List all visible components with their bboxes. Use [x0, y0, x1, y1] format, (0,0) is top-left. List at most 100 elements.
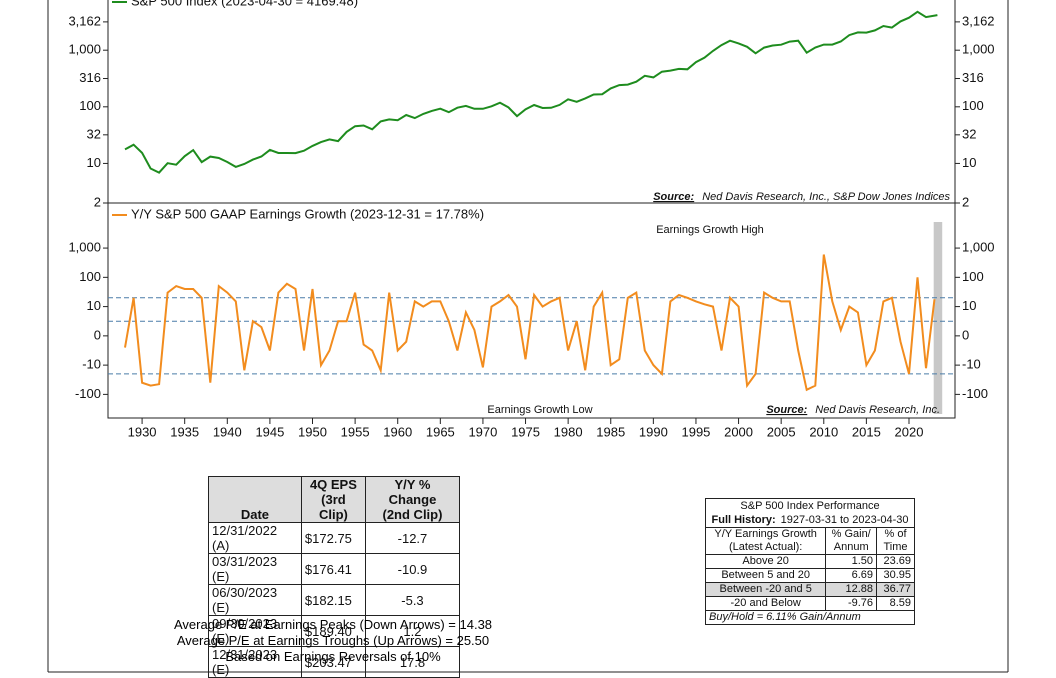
cell: Above 20 — [704, 554, 827, 569]
annotation: Earnings Growth High — [656, 224, 764, 236]
legend-label: Y/Y S&P 500 GAAP Earnings Growth (2023-1… — [131, 206, 484, 221]
y-tick-label: -100 — [962, 386, 988, 401]
source: Source: Ned Davis Research, Inc. — [766, 404, 940, 416]
x-tick-label: 1960 — [383, 424, 412, 439]
y-tick-label: 316 — [962, 70, 984, 85]
header-cell: Y/Y % Change (2nd Clip) — [364, 476, 461, 523]
cell: 30.95 — [876, 568, 915, 583]
y-tick-label: 3,162 — [68, 13, 101, 28]
x-tick-label: 1995 — [681, 424, 710, 439]
cell: 12/31/2022 (A) — [208, 522, 302, 554]
table-title: S&P 500 Index Performance — [740, 500, 880, 512]
x-tick-label: 1955 — [341, 424, 370, 439]
cell: Between -20 and 5 — [704, 582, 827, 597]
x-tick-label: 1970 — [468, 424, 497, 439]
source-label: Source: — [653, 191, 694, 203]
y-tick-label: 3,162 — [962, 13, 995, 28]
y-tick-label: 100 — [79, 98, 101, 113]
x-tick-label: 1975 — [511, 424, 540, 439]
history-range: 1927-03-31 to 2023-04-30 — [780, 514, 909, 526]
y-tick-label: 0 — [94, 327, 101, 342]
header-text: 4Q EPS — [309, 477, 357, 492]
y-tick-label: 10 — [962, 298, 976, 313]
plot-frame — [107, 0, 956, 204]
cell: $176.41 — [300, 553, 366, 585]
x-tick-label: 1965 — [426, 424, 455, 439]
header-cell: Date — [208, 476, 302, 523]
cell: -9.76 — [825, 596, 878, 611]
source-label: Source: — [766, 404, 807, 416]
y-tick-label: -10 — [82, 357, 101, 372]
cell: 12.88 — [825, 582, 878, 597]
y-tick-label: -10 — [962, 357, 981, 372]
cell: 1.50 — [825, 554, 878, 569]
y-tick-label: 1,000 — [68, 240, 101, 255]
row: 12/31/2023 (E) $203.47 17.8 — [208, 646, 461, 678]
annotation: Earnings Growth Low — [487, 404, 592, 416]
x-tick-label: 2010 — [809, 424, 838, 439]
source-text: Ned Davis Research, Inc., S&P Dow Jones … — [702, 191, 950, 203]
cell: Between 5 and 20 — [704, 568, 827, 583]
title-cell: S&P 500 Index Performance Full History: 19… — [705, 498, 915, 528]
y-tick-label: 1,000 — [68, 42, 101, 57]
row: Between 5 and 20 6.69 30.95 — [704, 568, 915, 583]
series-line — [124, 254, 936, 392]
header-text: Time — [883, 541, 908, 553]
y-tick-label: 316 — [79, 70, 101, 85]
cell: -5.3 — [364, 584, 461, 616]
header-row: Date 4Q EPS (3rd Clip) Y/Y % Change (2nd Cli… — [208, 476, 461, 523]
y-tick-label: 32 — [87, 126, 101, 141]
eps-table: Date 4Q EPS (3rd Clip) Y/Y % Change (2nd Cli… — [208, 476, 461, 678]
cell: 09/30/2023 (E) — [208, 615, 302, 647]
cell: $189.40 — [300, 615, 366, 647]
header-row: Y/Y Earnings Growth (Latest Actual):% Gai… — [704, 527, 915, 555]
y-tick-label: 10 — [962, 155, 976, 170]
cell: -12.7 — [364, 522, 461, 554]
cell: $203.47 — [300, 646, 366, 678]
header-text: Y/Y Earnings Growth — [714, 528, 817, 540]
history-label: Full History: — [711, 514, 776, 526]
header-text: Y/Y % Change — [388, 477, 437, 507]
cell: $172.75 — [300, 522, 366, 554]
x-tick-label: 1945 — [255, 424, 284, 439]
row: Above 20 1.50 23.69 — [704, 554, 915, 569]
y-tick-label: 10 — [87, 298, 101, 313]
note: Average P/E at Earnings Peaks (Down Arro… — [173, 617, 493, 632]
cell: $182.15 — [300, 584, 366, 616]
header-cell: % of Time — [876, 527, 915, 555]
x-tick-label: 2020 — [895, 424, 924, 439]
cell: 23.69 — [876, 554, 915, 569]
y-tick-label: 1,000 — [962, 240, 995, 255]
y-tick-label: -100 — [75, 386, 101, 401]
x-tick-label: 2015 — [852, 424, 881, 439]
cell: -10.9 — [364, 553, 461, 585]
header-text: Date — [240, 507, 270, 522]
footer-row: Buy/Hold = 6.11% Gain/Annum — [705, 610, 915, 625]
x-tick-label: 1940 — [213, 424, 242, 439]
y-tick-label: 10 — [87, 155, 101, 170]
header-text: (3rd Clip) — [318, 492, 348, 522]
header-text: (2nd Clip) — [382, 507, 443, 522]
plot-frame — [107, 202, 956, 419]
row: Between -20 and 5 12.88 36.77 — [704, 582, 915, 597]
y-tick-label: 0 — [962, 327, 969, 342]
y-tick-label: 100 — [962, 98, 984, 113]
footer-cell: Buy/Hold = 6.11% Gain/Annum — [705, 610, 915, 625]
x-tick-label: 1990 — [639, 424, 668, 439]
title-row: S&P 500 Index Performance Full History: 19… — [705, 498, 915, 528]
header-cell: 4Q EPS (3rd Clip) — [300, 476, 366, 523]
row: -20 and Below -9.76 8.59 — [704, 596, 915, 611]
x-tick-label: 2005 — [767, 424, 796, 439]
cell: 8.59 — [876, 596, 915, 611]
row: 09/30/2023 (E) $189.40 1.2 — [208, 615, 461, 647]
y-tick-label: 2 — [962, 194, 969, 209]
x-tick-label: 2000 — [724, 424, 753, 439]
series-line — [124, 10, 938, 174]
performance-table: S&P 500 Index Performance Full History: 19… — [704, 498, 915, 625]
x-tick-label: 1980 — [554, 424, 583, 439]
header-cell: % Gain/Annum — [825, 527, 878, 555]
header-text: Annum — [833, 541, 869, 553]
header-cell: Y/Y Earnings Growth (Latest Actual): — [704, 527, 827, 555]
cell: 36.77 — [876, 582, 915, 597]
